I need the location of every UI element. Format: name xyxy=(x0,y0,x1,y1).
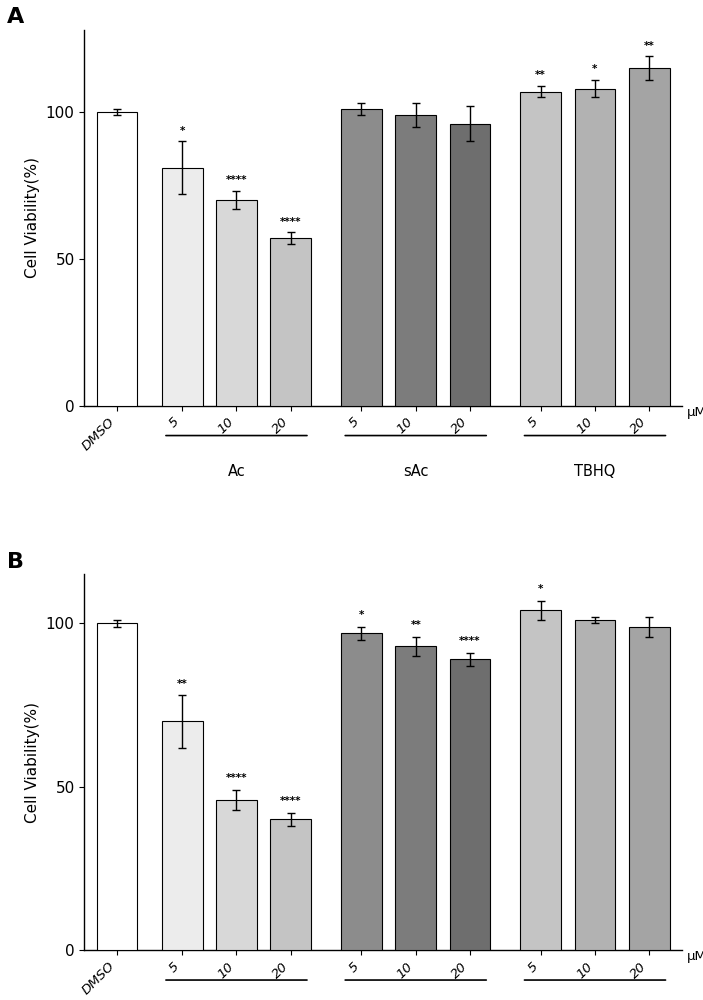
Bar xyxy=(271,819,311,950)
Bar xyxy=(395,646,436,950)
Bar xyxy=(162,721,202,950)
Bar xyxy=(395,115,436,406)
Bar xyxy=(216,800,257,950)
Text: *: * xyxy=(538,584,543,594)
Bar xyxy=(96,112,137,406)
Text: **: ** xyxy=(176,679,188,689)
Bar xyxy=(574,89,615,406)
Text: Ac: Ac xyxy=(228,464,245,479)
Text: μM: μM xyxy=(688,406,703,419)
Text: *: * xyxy=(359,610,364,620)
Bar xyxy=(96,623,137,950)
Text: **: ** xyxy=(644,41,654,51)
Bar xyxy=(341,633,382,950)
Text: ****: **** xyxy=(459,636,481,646)
Text: *: * xyxy=(179,126,185,136)
Bar xyxy=(216,200,257,406)
Y-axis label: Cell Viability(%): Cell Viability(%) xyxy=(25,702,40,823)
Text: **: ** xyxy=(411,620,421,630)
Bar xyxy=(450,659,491,950)
Text: ****: **** xyxy=(280,796,302,806)
Bar xyxy=(574,620,615,950)
Text: B: B xyxy=(7,552,24,572)
Text: μM: μM xyxy=(688,950,703,963)
Bar xyxy=(629,627,670,950)
Bar xyxy=(271,238,311,406)
Text: sAc: sAc xyxy=(403,464,429,479)
Text: ****: **** xyxy=(226,175,247,185)
Bar xyxy=(629,68,670,406)
Bar xyxy=(162,168,202,406)
Y-axis label: Cell Viability(%): Cell Viability(%) xyxy=(25,157,40,278)
Text: ****: **** xyxy=(226,773,247,783)
Bar xyxy=(520,610,561,950)
Text: A: A xyxy=(7,7,24,27)
Text: TBHQ: TBHQ xyxy=(574,464,616,479)
Text: ****: **** xyxy=(280,217,302,227)
Bar xyxy=(450,124,491,406)
Text: **: ** xyxy=(535,70,546,80)
Bar xyxy=(341,109,382,406)
Bar xyxy=(520,92,561,406)
Text: *: * xyxy=(593,64,598,74)
